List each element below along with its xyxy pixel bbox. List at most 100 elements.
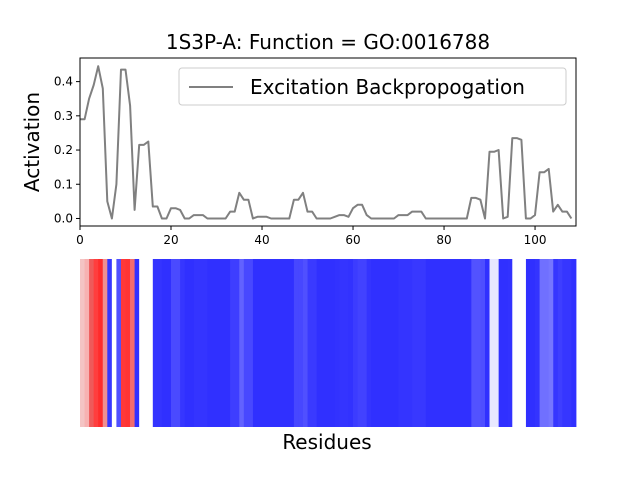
y-tick-label: 0.1 — [54, 177, 73, 191]
x-tick-label: 100 — [524, 233, 547, 247]
heatmap-cell — [234, 259, 240, 427]
heatmap-cell — [130, 259, 136, 427]
heatmap-cell — [380, 259, 386, 427]
heatmap-cell — [421, 259, 427, 427]
heatmap-cell — [439, 259, 445, 427]
heatmap-cell — [271, 259, 277, 427]
x-tick-label: 40 — [254, 233, 269, 247]
heatmap-cell — [494, 259, 500, 427]
heatmap-cell — [425, 259, 431, 427]
heatmap-cell — [293, 259, 299, 427]
heatmap-cell — [366, 259, 372, 427]
heatmap-cell — [393, 259, 399, 427]
x-tick-label: 20 — [163, 233, 178, 247]
legend-label: Excitation Backpropogation — [250, 75, 525, 99]
heatmap-cell — [175, 259, 181, 427]
heatmap-cell — [193, 259, 199, 427]
heatmap-cell — [357, 259, 363, 427]
heatmap-cell — [525, 259, 531, 427]
heatmap-cell — [180, 259, 186, 427]
heatmap-cell — [516, 259, 522, 427]
y-axis-label: Activation — [20, 92, 44, 192]
heatmap-cell — [330, 259, 336, 427]
heatmap-cell — [343, 259, 349, 427]
heatmap-cell — [120, 259, 126, 427]
heatmap-cell — [535, 259, 540, 427]
heatmap-cell — [157, 259, 163, 427]
heatmap-cell — [453, 259, 459, 427]
series-line — [80, 65, 573, 220]
heatmap-cell — [430, 259, 436, 427]
heatmap-cell — [216, 259, 222, 427]
heatmap-cell — [434, 259, 440, 427]
heatmap-cell — [139, 259, 145, 427]
heatmap-cell — [111, 259, 117, 427]
heatmap-cell — [507, 259, 513, 427]
heatmap-cell — [84, 259, 90, 427]
heatmap-cell — [134, 259, 140, 427]
heatmap-cell — [371, 259, 377, 427]
heatmap-cell — [480, 259, 486, 427]
heatmap-cell — [334, 259, 340, 427]
heatmap-cell — [466, 259, 472, 427]
heatmap-cell — [321, 259, 327, 427]
heatmap-cell — [280, 259, 286, 427]
heatmap-cell — [416, 259, 422, 427]
heatmap-cell — [98, 259, 104, 427]
heatmap-cell — [225, 259, 231, 427]
heatmap-cell — [257, 259, 263, 427]
heatmap-cell — [252, 259, 258, 427]
y-ticks: 0.0 0.1 0.2 0.3 0.4 — [54, 75, 80, 225]
heatmap-cell — [221, 259, 227, 427]
chart-title: 1S3P-A: Function = GO:0016788 — [166, 30, 490, 54]
heatmap-cell — [189, 259, 195, 427]
heatmap-cell — [143, 259, 149, 427]
heatmap-cell — [407, 259, 413, 427]
heatmap-cell — [102, 259, 108, 427]
heatmap-cell — [353, 259, 358, 427]
heatmap-cell — [307, 259, 313, 427]
heatmap-cell — [448, 259, 454, 427]
heatmap-cell — [548, 259, 554, 427]
heatmap-cell — [243, 259, 249, 427]
heatmap-cell — [348, 259, 354, 427]
heatmap-cell — [152, 259, 158, 427]
heatmap-cell — [80, 259, 85, 427]
heatmap-cell — [444, 259, 449, 427]
heatmap-cell — [202, 259, 208, 427]
heatmap-cell — [302, 259, 308, 427]
heatmap-cell — [475, 259, 481, 427]
heatmap-cell — [457, 259, 463, 427]
heatmap-cell — [384, 259, 390, 427]
heatmap-cell — [284, 259, 290, 427]
heatmap-cell — [211, 259, 217, 427]
heatmap-cell — [89, 259, 95, 427]
heatmap-cell — [503, 259, 509, 427]
line-plot: 0.00.10.20.30.4 0 20 40 60 80 100 Activation … — [20, 57, 577, 247]
heatmap-cell — [557, 259, 563, 427]
heatmap-cell — [539, 259, 545, 427]
heatmap-cell — [530, 259, 536, 427]
heatmap-cell — [239, 259, 245, 427]
heatmap-cell — [266, 259, 272, 427]
y-tick-label: 0.3 — [54, 109, 73, 123]
heatmap-cell — [166, 259, 172, 427]
heatmap-cell — [339, 259, 345, 427]
heatmap-cell — [93, 259, 99, 427]
heatmap-cell — [398, 259, 404, 427]
heatmap-cell — [498, 259, 504, 427]
legend: Excitation Backpropogation — [178, 67, 567, 106]
heatmap-cell — [471, 259, 477, 427]
line-plot-frame — [79, 57, 577, 227]
heatmap-cell — [462, 259, 468, 427]
heatmap-cell — [571, 259, 577, 427]
heatmap-cell — [125, 259, 131, 427]
heatmap-cell — [207, 259, 213, 427]
heatmap-cell — [248, 259, 254, 427]
heatmap-cell — [544, 259, 550, 427]
y-tick-label: 0.4 — [54, 75, 73, 89]
y-tick-label: 0.2 — [54, 143, 73, 157]
heatmap-cell — [161, 259, 167, 427]
